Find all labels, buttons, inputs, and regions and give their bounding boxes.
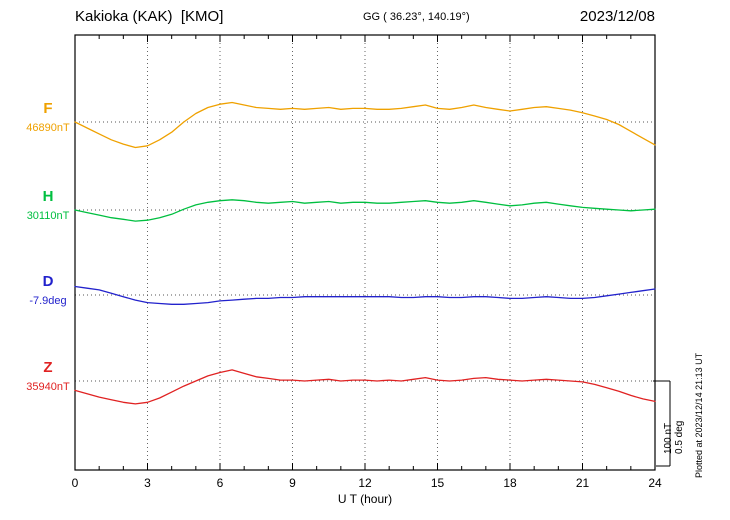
trace-D (74, 285, 656, 305)
channel-baselines (75, 121, 655, 382)
trace-H (74, 199, 656, 222)
x-tick-labels: 0 3 6 9 12 15 18 21 24 (72, 476, 662, 490)
x-tick-label: 6 (217, 476, 224, 490)
x-tick-label: 24 (648, 476, 662, 490)
channel-label-H: H 30110nT (14, 189, 82, 222)
channel-letter: D (42, 273, 54, 290)
plotted-timestamp-note: Plotted at 2023/12/14 21:13 UT (694, 352, 704, 478)
x-tick-label: 21 (576, 476, 590, 490)
x-tick-label: 18 (503, 476, 517, 490)
x-tick-label: 9 (289, 476, 296, 490)
plot-date: 2023/12/08 (579, 8, 655, 25)
x-axis-title: U T (hour) (337, 492, 393, 506)
channel-baseline-value: -7.9deg (29, 295, 67, 307)
x-tick-label: 3 (144, 476, 151, 490)
x-tick-label: 15 (431, 476, 445, 490)
channel-letter: H (42, 188, 54, 205)
x-tick-label: 12 (358, 476, 372, 490)
channel-baseline-value: 30110nT (26, 210, 70, 222)
x-tick-label: 0 (72, 476, 79, 490)
channel-baseline-value: 35940nT (26, 381, 70, 393)
trace-F (74, 101, 656, 149)
channel-letter: F (43, 100, 53, 117)
channel-baseline-value: 46890nT (26, 122, 70, 134)
amplitude-scale-bar (653, 380, 671, 467)
station-title: Kakioka (KAK) [KMO] (75, 8, 224, 25)
hour-tick-marks (74, 35, 656, 470)
channel-label-Z: Z 35940nT (14, 360, 82, 393)
trace-Z (74, 369, 656, 405)
scale-bar-deg-label: 0.5 deg (674, 420, 685, 454)
channel-label-F: F 46890nT (14, 101, 82, 134)
plot-frame (74, 34, 656, 471)
channel-label-D: D -7.9deg (14, 274, 82, 307)
scale-bar-nt-label: 100 nT (663, 422, 674, 454)
station-coordinates: GG ( 36.23°, 140.19°) (363, 11, 470, 23)
vertical-gridlines (147, 35, 583, 470)
channel-letter: Z (43, 359, 53, 376)
